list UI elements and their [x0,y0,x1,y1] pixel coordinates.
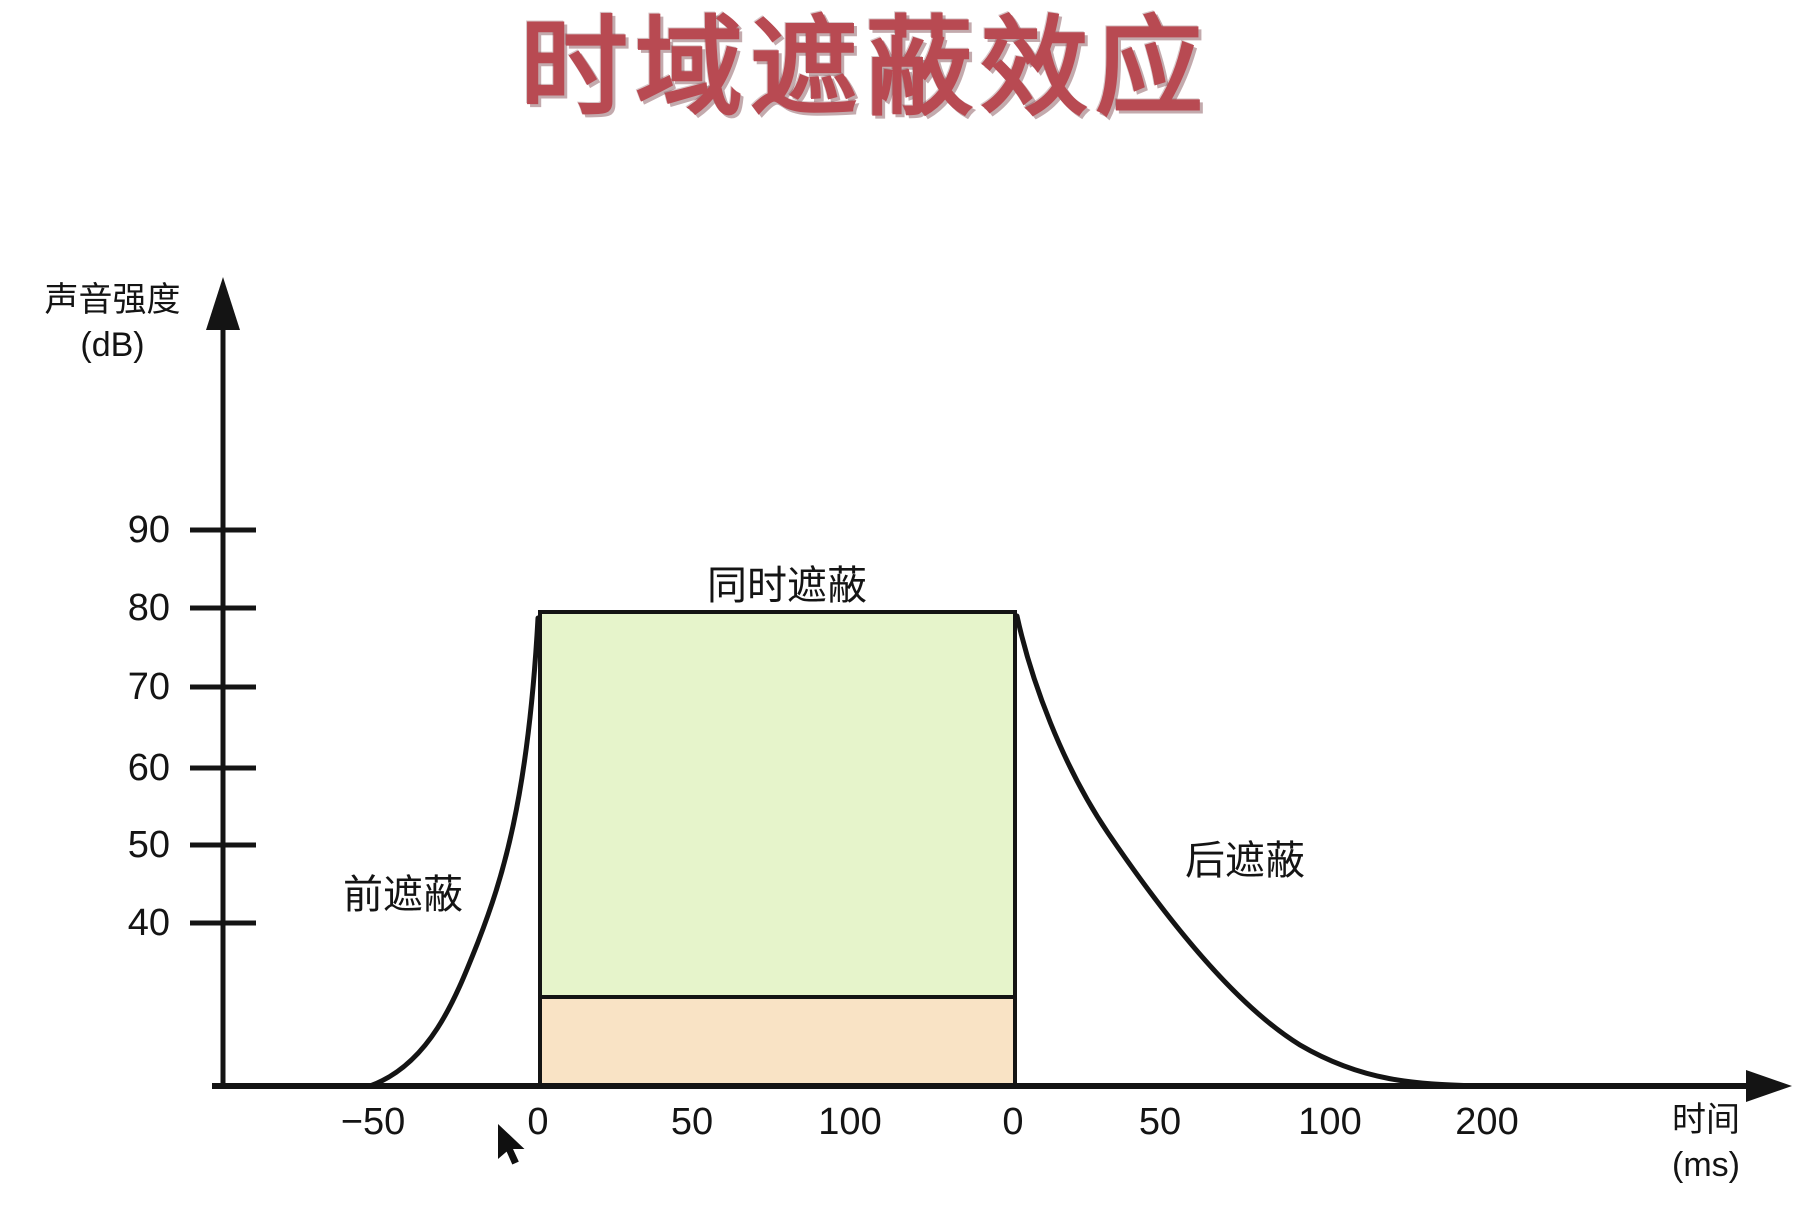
y-tick-label-80: 80 [127,587,170,629]
x-tick-label-50b: 50 [1138,1101,1182,1143]
mouse-cursor-icon [496,1122,526,1166]
y-axis-ticks [190,527,256,926]
y-axis-label: 声音强度 (dB) [30,278,195,368]
x-axis-label-line2: (ms) [1672,1146,1740,1184]
x-tick-label-100b: 100 [1298,1101,1362,1143]
post-masking-label: 后遮蔽 [1185,839,1305,883]
x-axis-label-line1: 时间 [1672,1101,1740,1139]
x-tick-label-200: 200 [1455,1101,1519,1143]
masker-base-area [538,995,1017,1088]
x-tick-label-50a: 50 [670,1101,714,1143]
y-tick-label-50: 50 [127,824,170,866]
simultaneous-masking-area [538,610,1017,999]
x-tick-label-m50: −50 [340,1101,406,1143]
y-tick-label-90: 90 [127,509,170,551]
pre-masking-label: 前遮蔽 [343,873,463,917]
x-axis-label: 时间 (ms) [1626,1098,1786,1188]
simultaneous-masking-label: 同时遮蔽 [707,564,867,608]
y-tick-label-70: 70 [127,666,170,708]
x-axis-arrow-icon [1746,1070,1792,1102]
y-axis-label-line2: (dB) [80,326,145,364]
x-tick-label-0b: 0 [1002,1101,1024,1143]
page-title: 时域遮蔽效应 [519,7,1210,128]
x-tick-label-100a: 100 [818,1101,882,1143]
y-tick-label-40: 40 [127,902,170,944]
y-tick-label-60: 60 [127,747,170,789]
x-tick-label-0a: 0 [527,1101,549,1143]
pre-masking-curve [367,615,541,1089]
y-axis-arrow-icon [206,277,240,330]
y-axis-label-line1: 声音强度 [44,281,181,319]
post-masking-curve [1014,613,1481,1089]
